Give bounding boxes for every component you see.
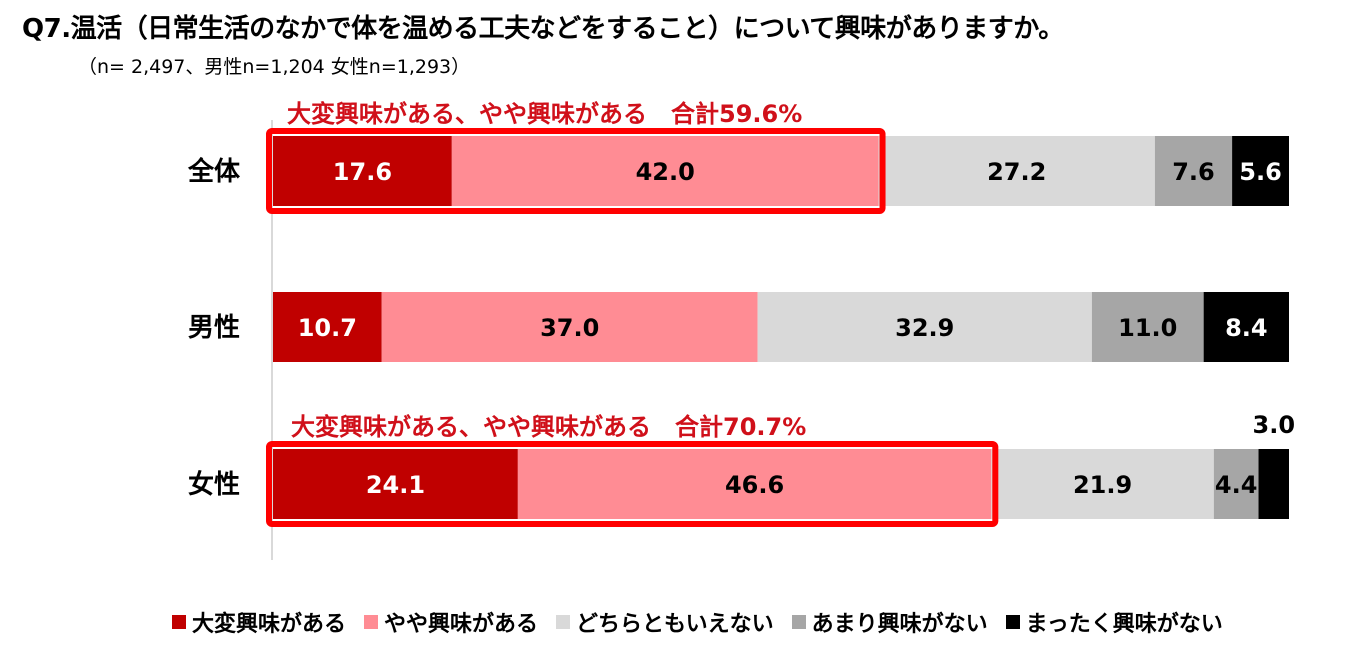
stacked-bar-chart: 全体 17.6 42.0 27.2 7.6 5.6 男性 10.7 37.0 32.9 11.0 8.… <box>187 100 1296 560</box>
data-label: 46.6 <box>725 471 784 499</box>
legend-swatch <box>556 615 571 629</box>
data-label: 5.6 <box>1239 158 1282 186</box>
bar-segment-series-1 <box>451 136 879 206</box>
data-label: 3.0 <box>1253 411 1296 439</box>
data-label: 10.7 <box>298 314 357 342</box>
data-label: 4.4 <box>1215 471 1258 499</box>
highlight-annotation: 大変興味がある、やや興味がある 合計70.7% <box>291 413 806 441</box>
bar-segment-series-2 <box>991 449 1214 519</box>
chart-legend: 大変興味がある やや興味がある どちらともいえない あまり興味がない まったく興味がない <box>172 606 1223 638</box>
legend-item: まったく興味がない <box>1005 606 1223 638</box>
legend-label: どちらともいえない <box>576 612 774 637</box>
data-label: 11.0 <box>1118 314 1177 342</box>
bar-segment-series-1 <box>517 449 992 519</box>
legend-item: 大変興味がある <box>172 606 346 638</box>
legend-label: やや興味がある <box>384 612 539 637</box>
data-label: 27.2 <box>987 158 1046 186</box>
bar-segment-series-2 <box>878 136 1155 206</box>
data-label: 32.9 <box>895 314 954 342</box>
bar-segment-series-1 <box>381 292 758 362</box>
bar-segment-series-0 <box>273 136 452 206</box>
legend-item: やや興味がある <box>364 606 538 638</box>
legend-swatch <box>1005 615 1020 629</box>
chart-title: Q7.温活（日常生活のなかで体を温める工夫などをすること）について興味があります… <box>22 14 1064 44</box>
chart-subtitle: （n= 2,497、男性n=1,204 女性n=1,293） <box>78 56 471 78</box>
highlight-box <box>266 128 886 214</box>
bar-segment-series-0 <box>273 449 518 519</box>
data-label: 17.6 <box>333 158 392 186</box>
highlight-box <box>266 441 999 527</box>
bar-segment-series-0 <box>273 292 382 362</box>
legend-swatch <box>364 615 379 629</box>
data-label: 7.6 <box>1172 158 1215 186</box>
bar-segment-series-3 <box>1091 292 1204 362</box>
data-label: 37.0 <box>540 314 599 342</box>
bar-segment-series-4 <box>1203 292 1289 362</box>
highlight-annotation: 大変興味がある、やや興味がある 合計59.6% <box>287 100 802 128</box>
legend-label: まったく興味がない <box>1025 612 1223 637</box>
bar-segment-series-4 <box>1232 136 1289 206</box>
bar-segment-series-3 <box>1213 449 1259 519</box>
bar-segment-series-3 <box>1154 136 1233 206</box>
category-label: 全体 <box>187 156 241 187</box>
data-label: 24.1 <box>366 471 425 499</box>
legend-swatch <box>172 615 186 629</box>
legend-item: どちらともいえない <box>556 606 774 638</box>
bar-segment-series-2 <box>757 292 1092 362</box>
legend-swatch <box>791 615 806 629</box>
data-label: 8.4 <box>1225 314 1268 342</box>
category-label: 男性 <box>188 313 240 343</box>
data-label: 21.9 <box>1073 471 1132 499</box>
legend-label: あまり興味がない <box>811 612 988 637</box>
legend-label: 大変興味がある <box>192 612 347 637</box>
data-label: 42.0 <box>636 158 695 186</box>
bar-segment-series-4 <box>1258 449 1289 519</box>
legend-item: あまり興味がない <box>791 606 988 638</box>
category-label: 女性 <box>188 469 240 500</box>
